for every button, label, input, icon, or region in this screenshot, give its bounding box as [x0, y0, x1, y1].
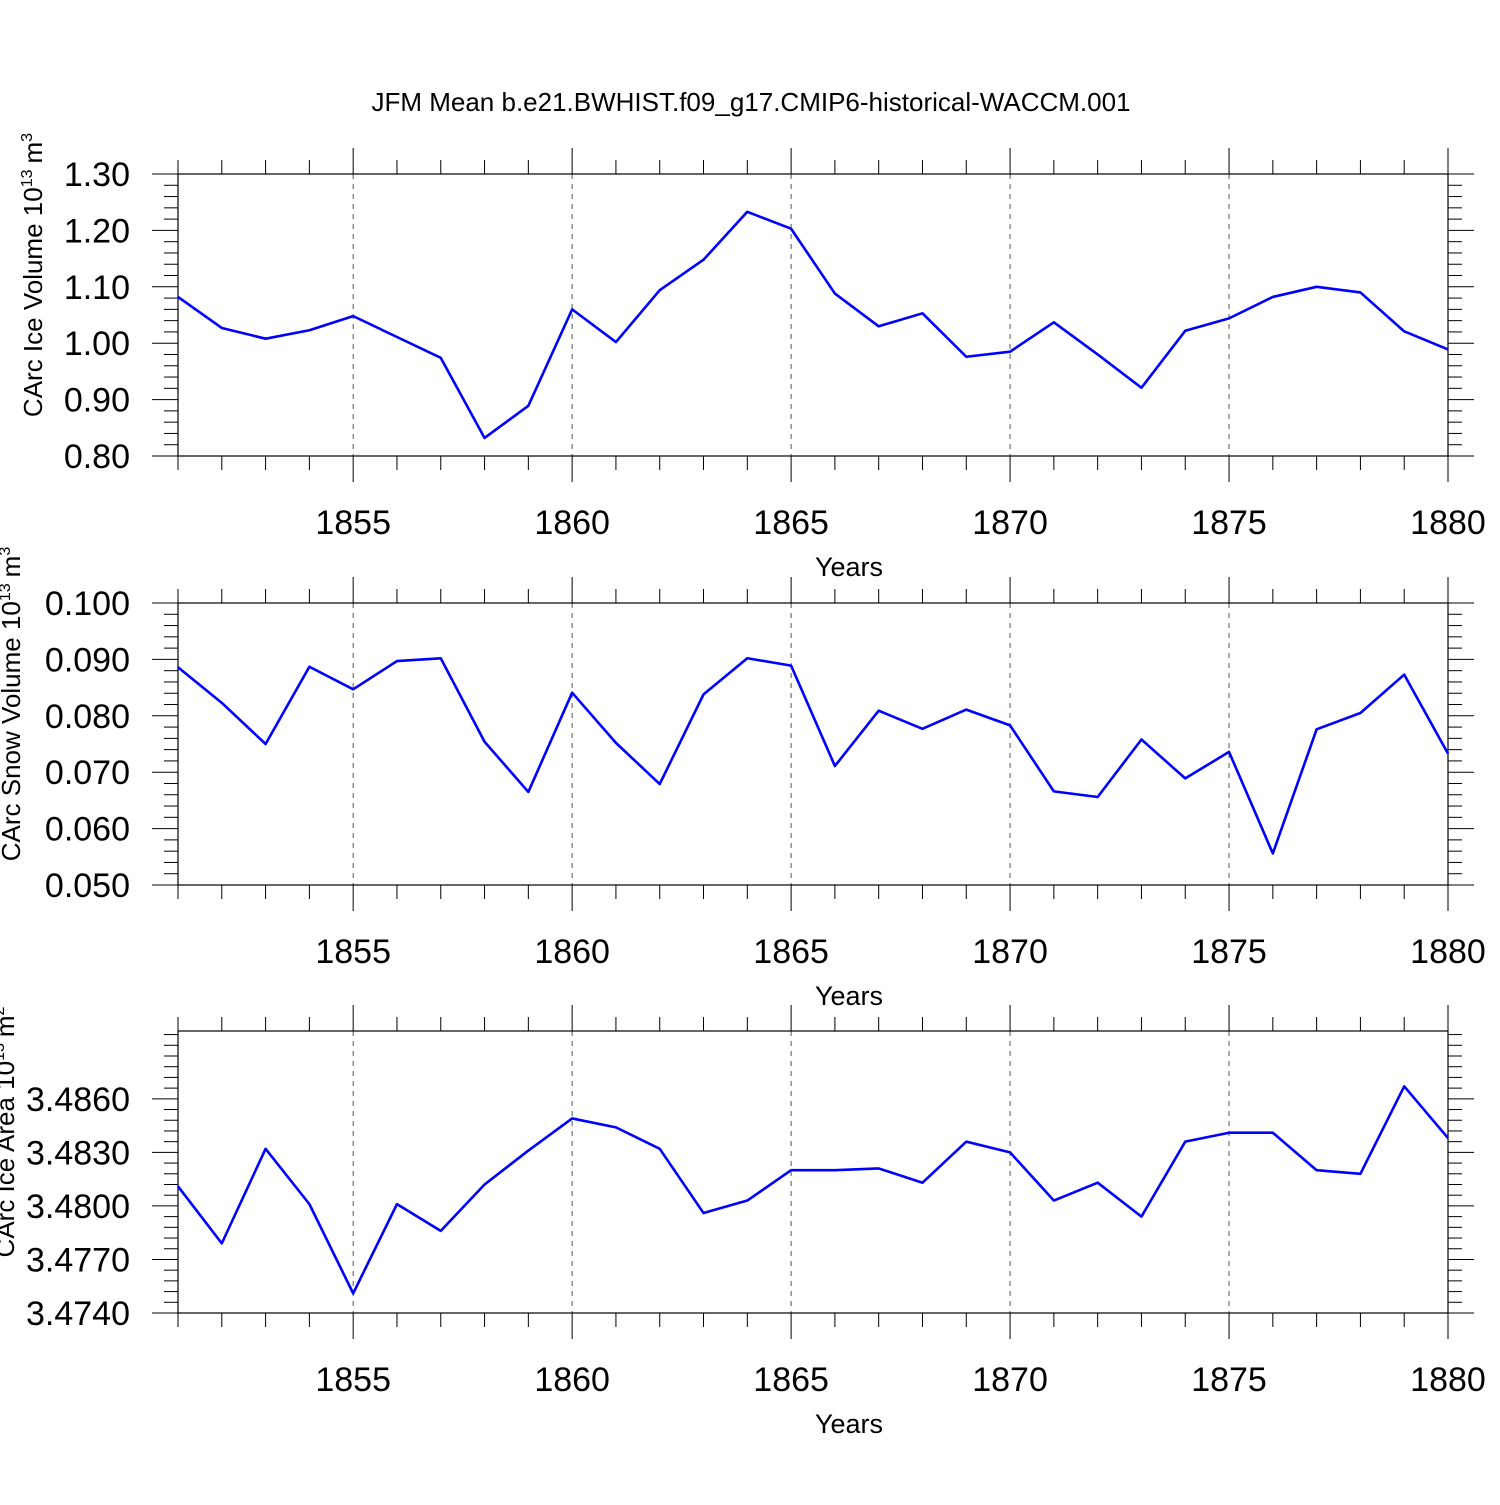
- y-tick-label: 1.10: [64, 269, 130, 307]
- y-axis-label: CArc Snow Volume 1013 m3: [0, 547, 26, 862]
- y-tick-label: 0.070: [45, 754, 130, 792]
- x-tick-label: 1855: [315, 933, 391, 971]
- y-axis-label-exponent: 13: [0, 1043, 8, 1061]
- y-tick-label: 1.20: [64, 212, 130, 250]
- x-tick-label: 1880: [1410, 1361, 1486, 1399]
- x-tick-label: 1855: [315, 1361, 391, 1399]
- y-axis-label-unit: m: [0, 556, 26, 578]
- x-tick-label: 1865: [753, 504, 829, 542]
- y-tick-label: 0.090: [45, 641, 130, 679]
- y-axis-label-text: CArc Snow Volume 10: [0, 601, 26, 861]
- chart-panel-3: 1855 1860 1865 1870 1875 1880 Years 3.4740 3.477…: [0, 1005, 1486, 1439]
- x-axis-label: Years: [815, 552, 883, 582]
- x-axis-label: Years: [815, 981, 883, 1011]
- plot-frame: [178, 603, 1448, 885]
- x-tick-label: 1870: [972, 504, 1048, 542]
- y-axis-label-text: CArc Ice Volume 10: [18, 187, 48, 417]
- panels: 1855 1860 1865 1870 1875 1880 Years 0.80 0.90 1.0…: [0, 133, 1486, 1439]
- y-axis-label-text: CArc Ice Area 10: [0, 1061, 20, 1258]
- y-tick-label: 0.050: [45, 867, 130, 905]
- series-line-1: [178, 658, 1448, 853]
- y-tick-label: 0.100: [45, 585, 130, 623]
- y-tick-label: 1.00: [64, 325, 130, 363]
- y-axis-label-exponent: 13: [0, 583, 14, 601]
- y-axis-label: CArc Ice Volume 1013 m3: [18, 133, 48, 417]
- x-tick-label: 1860: [534, 1361, 610, 1399]
- y-tick-label: 0.80: [64, 438, 130, 476]
- series-line-1: [178, 1086, 1448, 1293]
- x-tick-label: 1875: [1191, 933, 1267, 971]
- x-tick-label: 1875: [1191, 1361, 1267, 1399]
- y-tick-label: 3.4860: [26, 1081, 130, 1119]
- x-tick-label: 1875: [1191, 504, 1267, 542]
- y-tick-label: 0.90: [64, 382, 130, 420]
- x-tick-label: 1865: [753, 1361, 829, 1399]
- y-axis-label: CArc Ice Area 1013 m2: [0, 1006, 20, 1257]
- y-axis-label-exponent: 13: [19, 169, 36, 187]
- chart-panel-1: 1855 1860 1865 1870 1875 1880 Years 0.80 0.90 1.0…: [18, 133, 1486, 582]
- chart-panel-2: 1855 1860 1865 1870 1875 1880 Years 0.050 0.060 0…: [0, 547, 1486, 1011]
- x-tick-label: 1865: [753, 933, 829, 971]
- x-tick-label: 1870: [972, 933, 1048, 971]
- x-tick-label: 1880: [1410, 504, 1486, 542]
- plot-frame: [178, 174, 1448, 456]
- series-line-1: [178, 212, 1448, 438]
- y-tick-label: 3.4740: [26, 1295, 130, 1333]
- y-tick-label: 1.30: [64, 156, 130, 194]
- x-tick-label: 1880: [1410, 933, 1486, 971]
- y-tick-label: 0.060: [45, 811, 130, 849]
- y-axis-label-unit: m: [18, 142, 48, 164]
- figure-title: JFM Mean b.e21.BWHIST.f09_g17.CMIP6-hist…: [371, 87, 1130, 117]
- y-tick-label: 3.4770: [26, 1241, 130, 1279]
- x-tick-label: 1860: [534, 933, 610, 971]
- y-axis-label-unit-exponent: 3: [0, 547, 14, 556]
- y-tick-label: 0.080: [45, 698, 130, 736]
- y-axis-label-unit-exponent: 3: [19, 133, 36, 142]
- x-tick-label: 1860: [534, 504, 610, 542]
- x-tick-label: 1855: [315, 504, 391, 542]
- y-tick-label: 3.4800: [26, 1188, 130, 1226]
- plot-frame: [178, 1031, 1448, 1313]
- y-axis-label-unit-exponent: 2: [0, 1006, 8, 1015]
- y-axis-label-unit: m: [0, 1015, 20, 1037]
- x-tick-label: 1870: [972, 1361, 1048, 1399]
- y-tick-label: 3.4830: [26, 1134, 130, 1172]
- x-axis-label: Years: [815, 1409, 883, 1439]
